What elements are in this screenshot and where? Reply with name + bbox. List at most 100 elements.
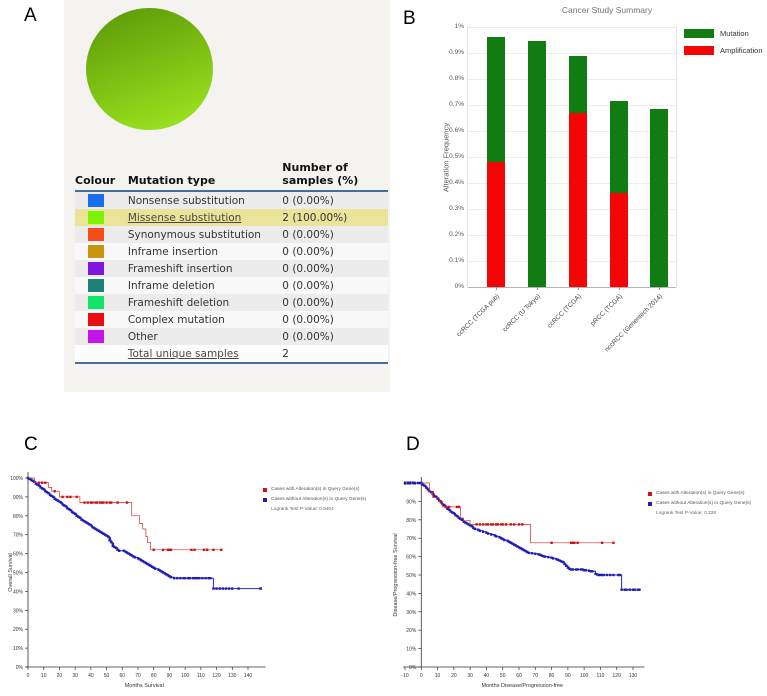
km-data-marker	[61, 503, 64, 506]
km-data-marker	[547, 555, 550, 559]
km-data-marker	[591, 570, 594, 573]
legend-marker-without-alterations-icon	[648, 501, 652, 506]
km-data-marker	[158, 569, 162, 572]
km-data-marker	[97, 529, 100, 533]
bar-legend-item: Mutation	[684, 29, 763, 38]
y-tick-label: 100%	[10, 476, 23, 482]
km-data-marker	[490, 533, 493, 536]
bar-segment-amplification	[609, 193, 628, 287]
km-data-marker	[176, 576, 179, 580]
total-unique-samples-link[interactable]: Total unique samples	[127, 347, 239, 360]
km-data-marker	[512, 523, 516, 526]
km-data-marker	[498, 536, 501, 539]
km-curve-with-alterations	[28, 477, 222, 551]
km-data-marker	[514, 544, 517, 547]
km-data-marker	[220, 548, 223, 552]
km-data-marker	[495, 535, 498, 538]
y-tick-label: 70%	[13, 533, 24, 539]
mutation-type-cell: Frameshift insertion	[127, 262, 233, 275]
km-panel-overall-survival: 0 10 20 30 40 50 60 70 80 90 100 110 120 130 140 0% 10% 2…	[0, 430, 390, 696]
km-data-marker	[454, 514, 457, 517]
table-row: Other 0 (0.00%)	[75, 328, 388, 346]
panel-label-b: B	[403, 8, 416, 29]
gridline	[468, 27, 676, 28]
km-data-marker	[411, 481, 415, 485]
legend-label: Amplification	[720, 46, 763, 55]
km-data-marker	[39, 486, 42, 489]
km-data-marker	[470, 525, 473, 528]
km-data-marker	[84, 521, 88, 524]
km-data-marker	[36, 483, 39, 486]
km-data-marker	[116, 548, 119, 552]
km-data-marker	[416, 481, 420, 485]
km-data-marker	[569, 541, 573, 544]
km-data-marker	[72, 511, 75, 515]
km-data-marker	[506, 539, 509, 543]
km-data-marker	[569, 568, 573, 571]
table-row: Synonymous substitution 0 (0.00%)	[75, 226, 388, 244]
km-data-marker	[70, 510, 74, 514]
km-data-marker	[44, 481, 47, 484]
km-data-marker	[144, 561, 148, 565]
mutation-color-swatch	[88, 279, 104, 293]
table-row: Frameshift insertion 0 (0.00%)	[75, 260, 388, 278]
km-data-marker	[227, 587, 231, 590]
mutation-color-swatch	[88, 330, 104, 344]
mutation-type-cell: Complex mutation	[127, 313, 225, 326]
km-data-marker	[439, 500, 443, 503]
km-data-marker	[418, 481, 421, 485]
legend-label-without-alterations: Cases without Alteration(s) in Query Gen…	[271, 497, 367, 502]
km-data-marker	[556, 558, 560, 562]
legend-item-with-alterations: Cases with Alteration(s) in Query Gene(s…	[648, 491, 751, 496]
y-axis-title: Overall Survival	[8, 553, 14, 592]
x-tick-label: 130	[228, 673, 237, 679]
km-data-marker	[94, 501, 97, 504]
x-tick-label: 40	[484, 673, 490, 679]
km-data-marker	[467, 523, 470, 526]
km-data-marker	[509, 523, 513, 526]
km-data-marker	[207, 576, 210, 580]
header-colour: Colour	[75, 173, 116, 187]
km-data-marker	[563, 562, 566, 566]
km-data-marker	[473, 527, 477, 531]
km-data-marker	[587, 569, 591, 572]
km-legend-d: Cases with Alteration(s) in Query Gene(s…	[648, 491, 751, 516]
km-data-marker	[612, 573, 615, 577]
km-data-marker	[154, 567, 157, 570]
x-tick-label: nccRCC (Genentech 2014)	[603, 293, 664, 354]
x-tick	[659, 287, 660, 290]
km-data-marker	[117, 549, 121, 552]
km-data-marker	[110, 541, 113, 544]
km-data-marker	[215, 587, 218, 590]
km-data-marker	[421, 483, 425, 487]
km-data-marker	[504, 523, 508, 526]
mutation-type-link[interactable]: Missense substitution	[127, 211, 242, 224]
km-data-marker	[69, 495, 72, 499]
km-data-marker	[446, 507, 449, 510]
swatch-cell	[75, 294, 128, 311]
km-data-marker	[106, 535, 110, 538]
km-data-marker	[179, 576, 182, 580]
km-data-marker	[198, 576, 201, 580]
km-data-marker	[161, 548, 165, 552]
y-tick-label: 60%	[406, 555, 417, 561]
km-data-marker	[565, 564, 568, 567]
y-axis-title: Disease/Progression-free Survival	[393, 533, 399, 616]
swatch-cell	[75, 277, 128, 294]
km-data-marker	[447, 508, 451, 511]
km-data-marker	[552, 557, 555, 560]
km-data-marker	[99, 530, 102, 534]
km-data-marker	[34, 482, 38, 485]
km-data-marker	[434, 495, 438, 498]
km-data-marker	[516, 545, 519, 548]
km-data-marker	[631, 588, 635, 591]
x-tick-label: 50	[104, 673, 110, 679]
km-data-marker	[501, 537, 504, 541]
y-tick-label: 0.7%	[449, 101, 464, 108]
km-data-marker	[490, 523, 493, 526]
km-data-marker	[194, 576, 198, 580]
mutation-type-cell: Synonymous substitution	[127, 228, 261, 241]
x-tick-label: 140	[244, 673, 253, 679]
y-tick-label: 90%	[406, 499, 417, 505]
km-data-marker	[486, 523, 490, 526]
